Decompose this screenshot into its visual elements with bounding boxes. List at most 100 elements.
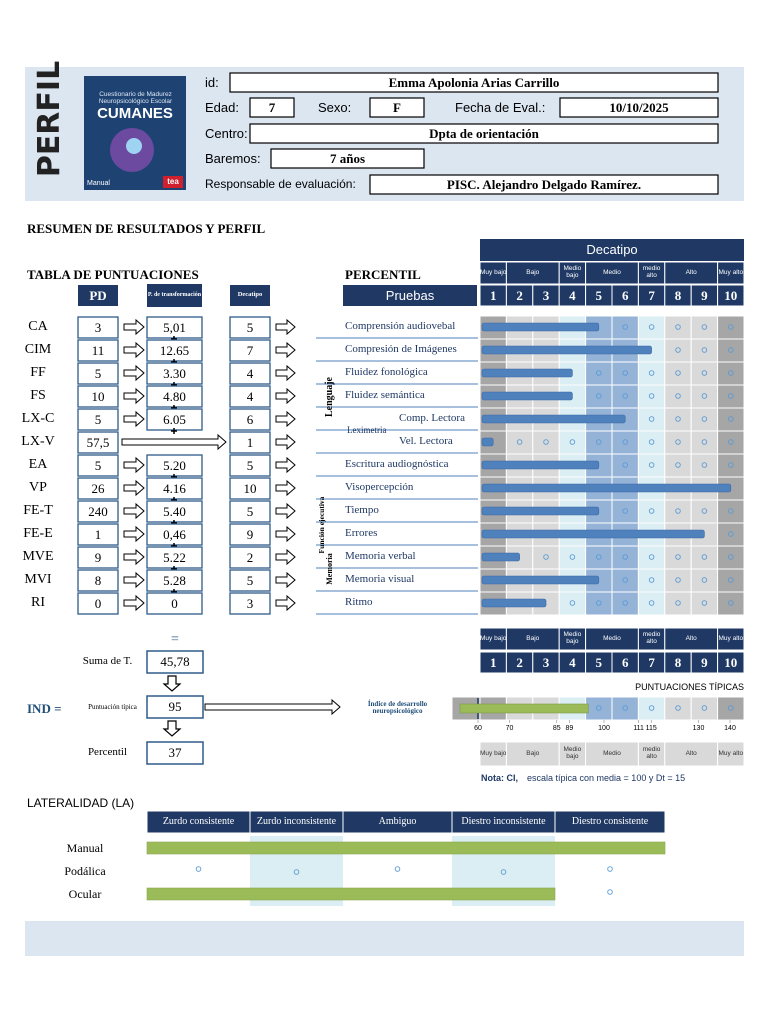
transform-value: 12.65 [159,342,190,358]
level-cell [558,741,587,767]
tick-label: 111 [633,725,644,733]
cover-logo [163,176,183,188]
level-label: Medio bajo [563,746,582,760]
test-code: MVE [22,548,54,564]
scale-bg [690,545,719,570]
scale-dot [701,370,708,376]
pd-value: 10 [91,388,105,404]
scale-number: 10 [724,287,738,303]
group-label: Leximetria [347,425,387,436]
pd-value: 57,5 [86,434,110,450]
decatipo-bar [481,483,732,493]
arrow [275,410,296,428]
sum-box [146,650,204,674]
scale-bg [664,453,692,478]
arrow [275,341,296,359]
scale-dot [648,370,655,376]
pd-box [77,362,119,385]
transform-value: 5,01 [163,319,186,335]
scale-bg [717,361,745,386]
scale-bg [664,338,692,363]
scale-dot [622,554,628,560]
scale-cell [717,284,745,307]
section-title: RESUMEN DE RESULTADOS Y PERFIL [27,221,266,237]
decatipo-value: 5 [246,457,254,473]
scale-title: PUNTUACIONES TÍPICAS [635,682,744,693]
scale-dot [596,600,602,606]
scale-number: 7 [648,654,655,670]
test-code: FF [30,364,46,380]
test-name: Comp. Lectora [399,411,465,424]
scale-header [480,239,744,261]
arrow [275,387,296,405]
test-code: CIM [24,341,52,357]
decatipo-box [229,592,271,615]
level-label: Muy bajo [480,749,507,757]
field-box [249,97,295,118]
level-label: Muy bajo [480,268,507,276]
pd-header: PD [89,287,107,303]
decatipo-value: 5 [246,572,254,588]
field-box [559,97,719,118]
scale-bg [664,591,692,616]
decatipo-box [229,546,271,569]
table-title: TABLA DE PUNTUACIONES [27,267,199,283]
decatipo-value: 1 [246,434,254,450]
laterality-bar [146,841,666,855]
scale-dot [569,439,576,445]
tests-header: Pruebas [385,287,435,303]
scale-dot [596,370,602,376]
laterality-row: Manual [66,840,104,855]
cover-label: Manual [87,180,110,188]
ind-bg [717,696,745,721]
test-code: FE-T [23,502,53,518]
pd-value: 5 [94,411,102,427]
field-box [369,174,719,195]
scale-bg [664,568,692,593]
note: escala típica con media = 100 y Dt = 15 [527,773,686,784]
level-label: medio alto [642,265,661,279]
scale-dot [195,866,202,872]
test-name: Memoria verbal [345,549,416,562]
arrow [275,502,296,520]
transform-box [146,592,203,615]
laterality-column: Diestro consistente [571,815,649,827]
pd-value: 9 [94,549,102,565]
scale-dot [596,439,602,445]
scale-dot [622,577,628,583]
scale-bg [637,315,666,340]
pd-box [77,431,119,454]
decatipo-box [229,477,271,500]
field-value: Emma Apolonia Arias Carrillo [388,74,560,90]
test-code: FS [30,387,46,403]
laterality-bar [146,887,556,901]
level-label: medio alto [642,746,661,760]
laterality-column: Zurdo inconsistente [256,815,337,827]
scale-dot [701,600,708,606]
note-label: Nota: CI, [481,773,518,784]
scale-dot [728,393,734,399]
pd-box [77,546,119,569]
arrow [275,433,296,451]
ind-bg [690,696,719,721]
decatipo-box [229,454,271,477]
decatipo-value: 4 [246,365,254,381]
decatipo-box [229,569,271,592]
field-value: Dpta de orientación [429,125,539,141]
arrow-down [162,720,182,737]
arrow [275,571,296,589]
scale-dot [701,416,708,422]
test-name: Visopercepción [345,480,414,493]
scale-number: 5 [595,654,603,670]
scale-dot [728,347,734,353]
decatipo-value: 5 [246,503,254,519]
scale-bg [611,591,639,616]
scale-number: 6 [621,287,629,303]
tick-label: 130 [692,725,705,733]
arrow [275,479,296,497]
arrow [275,594,296,612]
scale-dot [675,508,681,514]
decatipo-value: 2 [246,549,254,565]
decatipo-bar [481,552,520,562]
